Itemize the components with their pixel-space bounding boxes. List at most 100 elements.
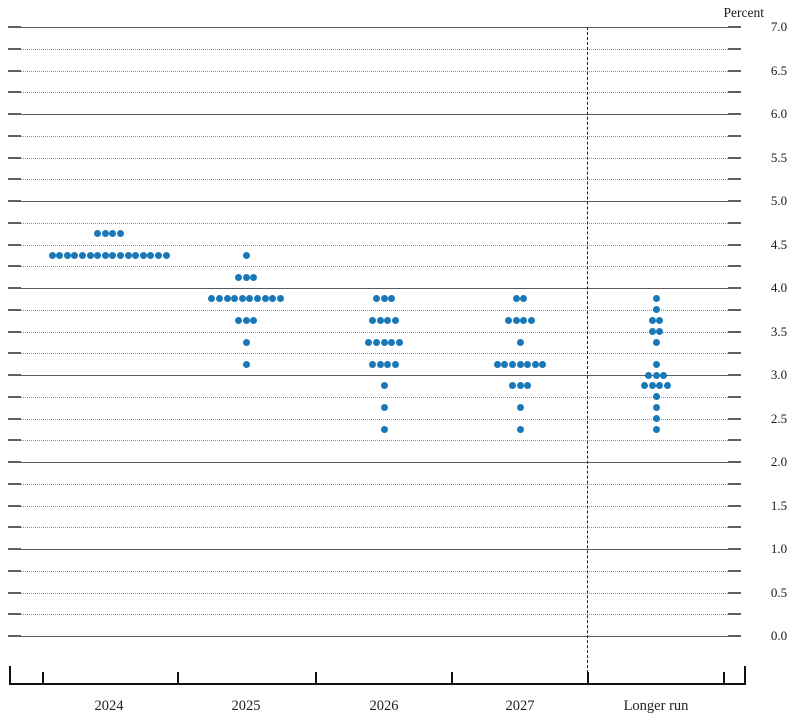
gridline-0.50 — [8, 592, 740, 594]
projection-dot-2026-3.875 — [388, 295, 396, 303]
projection-dot-longer-run-2.5 — [652, 415, 660, 422]
gridline-2.50 — [8, 418, 740, 420]
x-axis-tick — [451, 672, 453, 683]
gridline-edge-tick — [8, 613, 21, 616]
gridline-edge-tick — [728, 635, 741, 637]
gridline-edge-tick — [8, 482, 21, 485]
projection-dot-longer-run-2.875 — [648, 382, 656, 390]
gridline-2.00 — [8, 462, 740, 463]
gridline-1.75 — [8, 483, 740, 485]
projection-dot-2024-4.375 — [162, 251, 170, 259]
gridline-edge-tick — [728, 569, 741, 572]
gridline-0.75 — [8, 570, 740, 572]
projection-dot-2024-4.375 — [78, 251, 86, 259]
y-tick-label-1.5: 1.5 — [770, 497, 788, 513]
gridline-1.50 — [8, 505, 740, 507]
projection-dot-longer-run-3.625 — [648, 317, 656, 325]
projection-dot-2024-4.625 — [109, 230, 117, 238]
projection-dot-2027-3.125 — [516, 360, 524, 368]
gridline-edge-tick — [8, 26, 21, 28]
gridline-edge-tick — [728, 26, 741, 28]
y-tick-label-2.5: 2.5 — [770, 410, 788, 426]
gridline-edge-tick — [8, 635, 21, 637]
projection-dot-2026-3.625 — [376, 317, 384, 325]
projection-dot-2027-3.625 — [512, 317, 520, 325]
y-tick-label-2.0: 2.0 — [770, 454, 788, 469]
gridline-edge-tick — [8, 91, 21, 94]
projection-dot-2025-3.625 — [250, 317, 258, 325]
projection-dot-2024-4.375 — [124, 251, 132, 259]
projection-dot-2027-3.375 — [516, 338, 524, 346]
longer-run-dashed-separator — [587, 27, 588, 683]
projection-dot-2027-3.125 — [539, 360, 547, 368]
projection-dot-2026-3.375 — [365, 338, 373, 346]
gridline-edge-tick — [8, 200, 21, 202]
gridline-0.00 — [8, 636, 740, 637]
projection-dot-2025-3.875 — [215, 295, 223, 303]
projection-dot-2025-3.875 — [238, 295, 246, 303]
gridline-edge-tick — [8, 178, 21, 181]
projection-dot-2026-3.375 — [380, 338, 388, 346]
projection-dot-2026-3.875 — [372, 295, 380, 303]
gridline-4.25 — [8, 266, 740, 268]
gridline-edge-tick — [8, 243, 21, 246]
x-axis-end-bar — [744, 666, 746, 683]
x-axis-category-label-2026: 2026 — [369, 698, 399, 714]
projection-dot-2024-4.375 — [154, 251, 162, 259]
gridline-edge-tick — [728, 221, 741, 224]
projection-dot-2025-3.625 — [242, 317, 250, 325]
x-axis-line — [9, 683, 746, 685]
gridline-edge-tick — [8, 134, 21, 137]
gridline-edge-tick — [728, 113, 741, 115]
projection-dot-2024-4.375 — [132, 251, 140, 259]
projection-dot-2026-3.625 — [384, 317, 392, 325]
projection-dot-2024-4.375 — [86, 251, 94, 259]
gridline-edge-tick — [8, 330, 21, 333]
gridline-edge-tick — [728, 417, 741, 420]
projection-dot-2027-3.875 — [512, 295, 520, 303]
projection-dot-2026-2.375 — [380, 425, 388, 433]
gridline-edge-tick — [8, 69, 21, 72]
gridline-edge-tick — [8, 352, 21, 355]
projection-dot-2025-3.875 — [261, 295, 269, 303]
gridline-0.25 — [8, 614, 740, 616]
projection-dot-2024-4.375 — [71, 251, 79, 259]
projection-dot-2027-2.875 — [508, 382, 516, 390]
y-tick-label-6.0: 6.0 — [770, 106, 788, 121]
projection-dot-2024-4.375 — [94, 251, 102, 259]
x-axis-tick — [42, 672, 44, 683]
projection-dot-2026-3.125 — [384, 360, 392, 368]
gridline-edge-tick — [728, 330, 741, 333]
projection-dot-2025-3.875 — [231, 295, 239, 303]
projection-dot-longer-run-3.75 — [652, 306, 660, 314]
projection-dot-longer-run-2.375 — [652, 425, 660, 433]
gridline-edge-tick — [728, 134, 741, 137]
projection-dot-longer-run-3.5 — [656, 328, 664, 335]
projection-dot-longer-run-3.5 — [648, 328, 656, 335]
projection-dot-2025-4.125 — [242, 273, 250, 281]
projection-dot-2026-3.125 — [391, 360, 399, 368]
projection-dot-longer-run-3.875 — [652, 295, 660, 303]
projection-dot-2027-2.625 — [516, 404, 524, 412]
gridline-1.00 — [8, 549, 740, 550]
x-axis-category-label-2024: 2024 — [94, 698, 124, 714]
gridline-edge-tick — [8, 439, 21, 442]
projection-dot-2025-3.875 — [246, 295, 254, 303]
projection-dot-longer-run-3.625 — [656, 317, 664, 325]
projection-dot-2026-3.625 — [369, 317, 377, 325]
gridline-edge-tick — [8, 548, 21, 550]
projection-dot-2026-2.625 — [380, 404, 388, 412]
gridline-edge-tick — [8, 526, 21, 529]
projection-dot-2025-3.375 — [242, 338, 250, 346]
gridline-4.00 — [8, 288, 740, 289]
x-axis-tick — [723, 672, 725, 683]
gridline-edge-tick — [8, 287, 21, 289]
gridline-3.75 — [8, 309, 740, 311]
projection-dot-2024-4.625 — [101, 230, 109, 238]
gridline-edge-tick — [728, 374, 741, 376]
gridline-edge-tick — [728, 482, 741, 485]
x-axis-category-label-longer-run: Longer run — [623, 698, 689, 714]
y-tick-label-4.0: 4.0 — [770, 280, 788, 295]
gridline-6.75 — [8, 48, 740, 50]
